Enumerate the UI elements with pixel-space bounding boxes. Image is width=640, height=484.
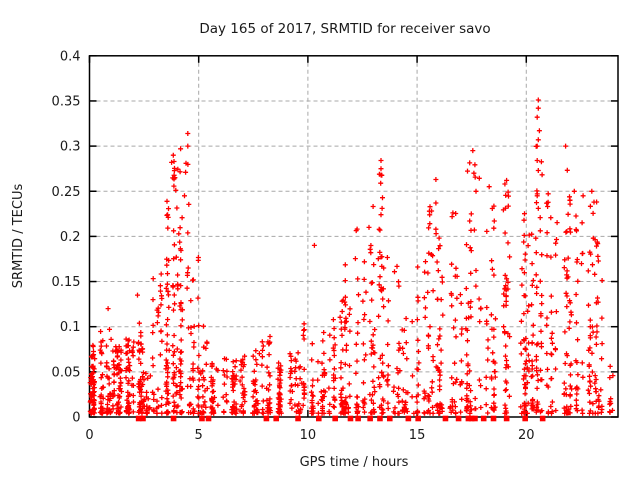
zero-flag-square bbox=[263, 415, 270, 422]
zero-flag-square bbox=[347, 415, 354, 422]
zero-flag-square bbox=[465, 415, 472, 422]
y-tick-label: 0.4 bbox=[60, 49, 81, 64]
y-tick-label: 0.3 bbox=[60, 140, 81, 155]
zero-flag-square bbox=[480, 415, 487, 422]
x-tick-label: 0 bbox=[85, 428, 93, 443]
zero-flag-square bbox=[140, 415, 146, 422]
zero-flag-square bbox=[415, 415, 421, 422]
x-tick-label: 15 bbox=[409, 428, 426, 443]
x-tick-label: 20 bbox=[518, 428, 535, 443]
y-tick-label: 0.05 bbox=[52, 365, 81, 380]
zero-flag-square bbox=[316, 415, 322, 422]
zero-flag-square bbox=[295, 415, 301, 422]
zero-flag-square bbox=[386, 415, 393, 422]
zero-flag-square bbox=[332, 415, 338, 422]
y-tick-label: 0.2 bbox=[60, 230, 81, 245]
tick-labels: 0 5 10 15 20 0 0.05 0.1 0.15 0.2 0.25 0.3 0.35 0.4 bbox=[52, 49, 535, 443]
y-axis-label: SRMTID / TECUs bbox=[11, 184, 26, 289]
zero-flag-square bbox=[405, 415, 412, 422]
zero-flag-square bbox=[355, 415, 361, 422]
y-tick-label: 0.15 bbox=[52, 275, 81, 290]
zero-flag-square bbox=[539, 415, 546, 422]
zero-flag-square bbox=[170, 415, 177, 422]
zero-flag-square bbox=[455, 415, 462, 422]
zero-flag-square bbox=[503, 415, 510, 422]
zero-flag-square bbox=[522, 415, 528, 422]
zero-flag-square bbox=[273, 415, 280, 422]
zero-flag-square bbox=[442, 415, 449, 422]
y-tick-label: 0.1 bbox=[60, 320, 81, 335]
srmtid-plus-markers bbox=[87, 97, 616, 416]
zero-flag-square bbox=[468, 415, 475, 422]
y-tick-label: 0 bbox=[72, 411, 80, 426]
zero-flag-square bbox=[199, 415, 205, 422]
y-tick-label: 0.25 bbox=[52, 185, 81, 200]
y-tick-label: 0.35 bbox=[52, 94, 81, 109]
x-tick-label: 5 bbox=[195, 428, 203, 443]
chart-title: Day 165 of 2017, SRMTID for receiver sav… bbox=[199, 21, 490, 37]
scatter-points bbox=[87, 97, 616, 422]
x-tick-label: 10 bbox=[300, 428, 317, 443]
zero-flag-square bbox=[135, 415, 142, 422]
zero-flag-square bbox=[377, 415, 383, 422]
x-axis-label: GPS time / hours bbox=[300, 455, 409, 470]
zero-flag-square bbox=[490, 415, 497, 422]
zero-flag-square bbox=[367, 415, 373, 422]
zero-flag-square bbox=[472, 415, 478, 422]
zero-flag-square bbox=[205, 415, 212, 422]
